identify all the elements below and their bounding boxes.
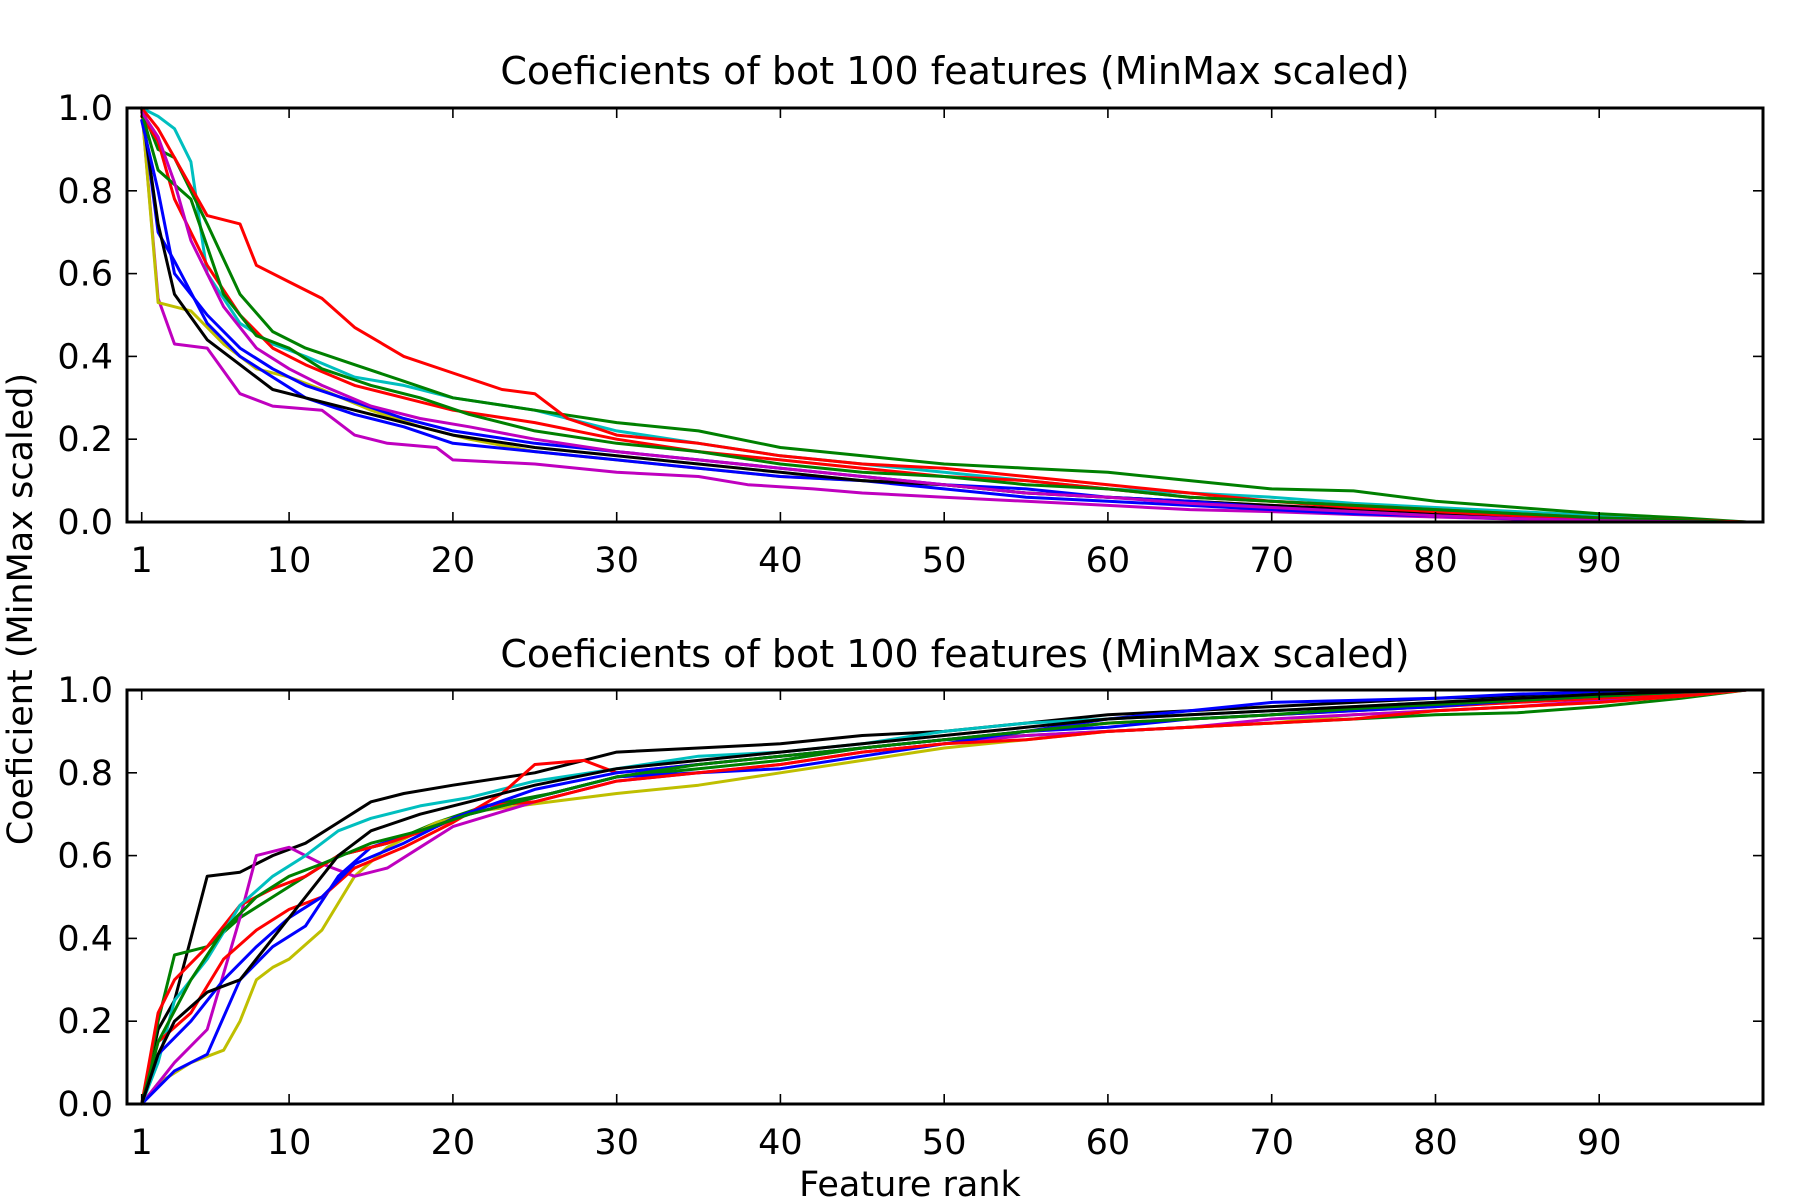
y-tick-label: 0.6	[57, 837, 113, 877]
series-line-3	[140, 106, 1716, 524]
x-tick-label: 70	[1249, 1123, 1294, 1163]
y-tick-label: 0.0	[57, 503, 113, 543]
x-axis-label: Feature rank	[799, 1165, 1021, 1200]
series-line-8	[140, 114, 1732, 524]
y-tick-label: 1.0	[57, 89, 113, 129]
x-tick-label: 30	[594, 1123, 639, 1163]
series-group	[140, 688, 1749, 1106]
x-tick-label: 50	[922, 1123, 967, 1163]
y-tick-label: 0.4	[57, 337, 113, 377]
x-tick-label: 20	[431, 541, 476, 581]
x-tick-label: 40	[758, 541, 803, 581]
chart-title-bottom: Coeficients of bot 100 features (MinMax …	[500, 632, 1409, 676]
plot-frame	[125, 106, 1765, 524]
series-line-11	[140, 110, 1716, 524]
series-line-7	[140, 688, 1749, 1106]
x-tick-label: 30	[594, 541, 639, 581]
series-line-5	[140, 688, 1749, 1106]
series-line-4	[140, 106, 1716, 524]
series-line-9	[140, 688, 1749, 1106]
x-tick-label: 60	[1086, 1123, 1131, 1163]
plot-frame	[125, 688, 1765, 1106]
y-tick-label: 0.2	[57, 1002, 113, 1042]
x-tick-label: 10	[267, 541, 312, 581]
series-line-4	[140, 688, 1749, 1106]
series-line-2	[140, 106, 1716, 524]
x-tick-label: 70	[1249, 541, 1294, 581]
chart-top: Coeficients of bot 100 features (MinMax …	[57, 49, 1765, 581]
x-tick-label: 80	[1413, 541, 1458, 581]
series-group	[140, 106, 1749, 524]
y-tick-label: 1.0	[57, 671, 113, 711]
y-tick-label: 0.8	[57, 754, 113, 794]
series-line-11	[140, 688, 1749, 1106]
series-line-2	[140, 688, 1749, 1106]
series-line-5	[140, 106, 1749, 524]
series-line-7	[140, 106, 1749, 524]
x-tick-label: 50	[922, 541, 967, 581]
x-tick-label: 90	[1577, 541, 1622, 581]
series-line-3	[140, 688, 1749, 1106]
x-tick-label: 60	[1086, 541, 1131, 581]
x-tick-label: 80	[1413, 1123, 1458, 1163]
series-line-8	[140, 688, 1749, 1106]
chart-title-top: Coeficients of bot 100 features (MinMax …	[500, 49, 1409, 93]
series-line-1	[140, 106, 1699, 524]
x-tick-label: 1	[131, 541, 153, 581]
y-axis-label: Coeficient (MinMax scaled)	[1, 373, 41, 845]
y-tick-label: 0.8	[57, 172, 113, 212]
series-line-6	[140, 106, 1749, 524]
y-tick-label: 0.4	[57, 919, 113, 959]
x-tick-label: 10	[267, 1123, 312, 1163]
x-tick-label: 1	[131, 1123, 153, 1163]
chart-bottom: Coeficients of bot 100 features (MinMax …	[57, 632, 1765, 1163]
y-tick-label: 0.0	[57, 1085, 113, 1125]
series-line-1	[140, 688, 1749, 1106]
x-tick-label: 40	[758, 1123, 803, 1163]
series-line-10	[140, 110, 1732, 524]
y-tick-label: 0.6	[57, 255, 113, 295]
x-tick-label: 20	[431, 1123, 476, 1163]
y-tick-label: 0.2	[57, 420, 113, 460]
series-line-10	[140, 688, 1749, 1106]
series-line-6	[140, 688, 1749, 1106]
x-tick-label: 90	[1577, 1123, 1622, 1163]
